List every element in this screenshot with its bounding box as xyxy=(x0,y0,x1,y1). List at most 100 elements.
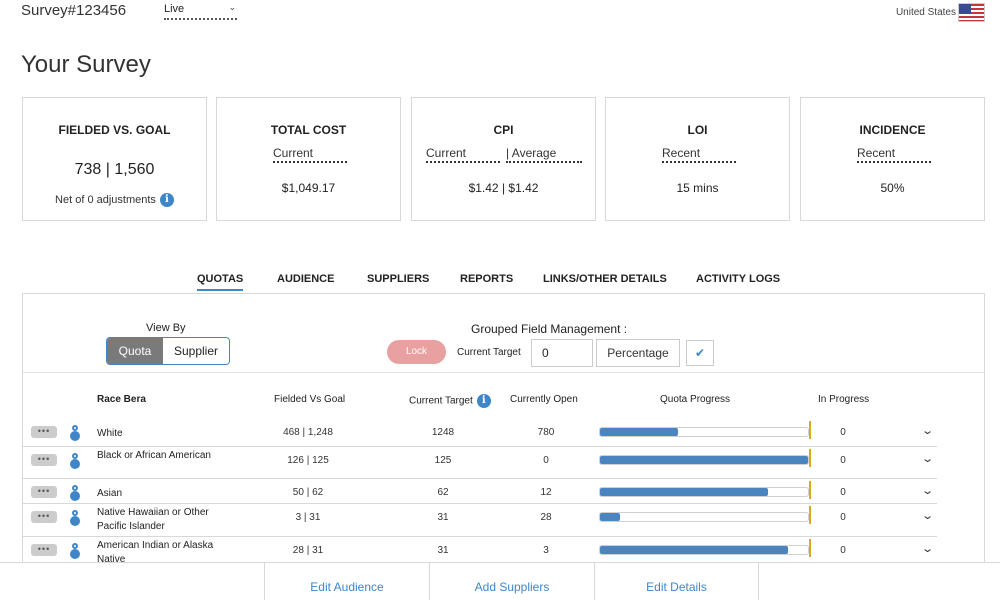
header-currently-open: Currently Open xyxy=(510,394,578,405)
current-target-label: Current Target xyxy=(457,347,521,358)
cpi-current-dropdown[interactable]: Current xyxy=(426,146,500,163)
person-icon[interactable] xyxy=(70,425,80,441)
table-row: ••• Asian 50 | 62 62 12 0 ⌄ xyxy=(23,479,937,504)
chevron-down-icon[interactable]: ⌄ xyxy=(921,543,935,555)
cpi-value: $1.42 | $1.42 xyxy=(468,181,539,195)
header-in-progress: In Progress xyxy=(818,394,870,405)
row-target: 125 xyxy=(434,455,452,466)
row-name: Native Hawaiian or Other Pacific Islande… xyxy=(97,507,209,532)
goal-marker xyxy=(809,481,811,499)
table-row: ••• White 468 | 1,248 1248 780 0 ⌄ xyxy=(23,419,937,447)
page-title: Your Survey xyxy=(21,51,151,78)
row-menu-button[interactable]: ••• xyxy=(31,426,57,438)
fielded-vs-goal-card: FIELDED VS. GOAL 738 | 1,560 Net of 0 ad… xyxy=(22,97,207,221)
card-title: FIELDED VS. GOAL xyxy=(58,123,171,137)
goal-marker xyxy=(809,506,811,524)
check-icon: ✔ xyxy=(694,346,706,360)
goal-marker xyxy=(809,539,811,557)
card-title: TOTAL COST xyxy=(270,123,347,137)
incidence-value: 50% xyxy=(880,181,905,195)
quota-progress-bar xyxy=(599,427,809,437)
view-by-label: View By xyxy=(146,322,186,334)
row-open: 780 xyxy=(537,427,555,438)
chevron-down-icon[interactable]: ⌄ xyxy=(921,510,935,522)
row-open: 3 xyxy=(543,545,549,556)
row-target: 1248 xyxy=(431,427,455,438)
status-dropdown[interactable]: Live ⌄ xyxy=(164,2,237,20)
edit-audience-button[interactable]: Edit Audience xyxy=(264,563,429,600)
quota-progress-fill xyxy=(600,456,808,464)
quotas-panel: View By Quota Supplier Grouped Field Man… xyxy=(22,293,985,600)
edit-details-button[interactable]: Edit Details xyxy=(594,563,759,600)
quota-progress-fill xyxy=(600,428,678,436)
goal-marker xyxy=(809,449,811,467)
grouped-field-management-label: Grouped Field Management : xyxy=(471,322,628,336)
view-by-quota-button[interactable]: Quota xyxy=(107,338,163,364)
lock-button[interactable]: Lock xyxy=(387,340,446,364)
row-menu-button[interactable]: ••• xyxy=(31,486,57,498)
adjustments-text: Net of 0 adjustments xyxy=(55,193,156,206)
row-target: 62 xyxy=(437,487,449,498)
divider xyxy=(23,372,984,373)
header-current-target-text: Current Target xyxy=(409,395,473,407)
us-flag-icon[interactable] xyxy=(958,3,985,22)
view-by-toggle: Quota Supplier xyxy=(106,337,230,365)
footer-action-bar: Edit Audience Add Suppliers Edit Details xyxy=(0,562,1000,600)
row-name: Asian xyxy=(97,488,123,499)
chevron-down-icon[interactable]: ⌄ xyxy=(921,453,935,465)
chevron-down-icon[interactable]: ⌄ xyxy=(921,425,935,437)
person-icon[interactable] xyxy=(70,543,80,559)
tab-reports[interactable]: REPORTS xyxy=(460,273,514,285)
view-by-supplier-button[interactable]: Supplier xyxy=(163,338,229,364)
total-cost-sub-dropdown[interactable]: Current xyxy=(273,146,347,163)
country-label: United States xyxy=(895,7,956,18)
cpi-average-dropdown[interactable]: | Average xyxy=(506,146,582,163)
row-open: 0 xyxy=(543,455,549,466)
incidence-sub-dropdown[interactable]: Recent xyxy=(857,146,931,163)
card-title: CPI xyxy=(493,123,514,137)
row-name: White xyxy=(97,428,123,439)
apply-button[interactable]: ✔ xyxy=(686,340,714,366)
tab-quotas[interactable]: QUOTAS xyxy=(197,273,244,291)
row-open: 12 xyxy=(540,487,552,498)
header-fielded-vs-goal: Fielded Vs Goal xyxy=(274,394,346,405)
info-icon[interactable]: i xyxy=(159,193,174,207)
row-target: 31 xyxy=(437,512,449,523)
add-suppliers-button[interactable]: Add Suppliers xyxy=(429,563,594,600)
incidence-card: INCIDENCE Recent 50% xyxy=(800,97,985,221)
row-menu-button[interactable]: ••• xyxy=(31,511,57,523)
current-target-input[interactable]: 0 xyxy=(531,339,593,367)
card-title: LOI xyxy=(687,123,708,137)
loi-sub-dropdown[interactable]: Recent xyxy=(662,146,736,163)
quota-progress-bar xyxy=(599,545,809,555)
row-menu-button[interactable]: ••• xyxy=(31,544,57,556)
tab-audience[interactable]: AUDIENCE xyxy=(277,273,335,285)
person-icon[interactable] xyxy=(70,485,80,501)
info-icon[interactable]: i xyxy=(476,394,491,408)
quota-progress-fill xyxy=(600,488,768,496)
quota-progress-fill xyxy=(600,546,788,554)
row-in-progress: 0 xyxy=(840,487,846,498)
row-name: Black or African American xyxy=(97,450,211,461)
goal-marker xyxy=(809,421,811,439)
cpi-card: CPI Current | Average $1.42 | $1.42 xyxy=(411,97,596,221)
row-in-progress: 0 xyxy=(840,455,846,466)
header-current-target: Current Target i xyxy=(409,394,491,408)
chevron-down-icon[interactable]: ⌄ xyxy=(921,485,935,497)
person-icon[interactable] xyxy=(70,510,80,526)
status-value: Live xyxy=(164,3,185,15)
quota-progress-bar xyxy=(599,512,809,522)
header-quota-progress: Quota Progress xyxy=(660,394,731,405)
person-icon[interactable] xyxy=(70,453,80,469)
tab-links-other-details[interactable]: LINKS/OTHER DETAILS xyxy=(543,273,667,285)
row-target: 31 xyxy=(437,545,449,556)
loi-card: LOI Recent 15 mins xyxy=(605,97,790,221)
row-menu-button[interactable]: ••• xyxy=(31,454,57,466)
tab-suppliers[interactable]: SUPPLIERS xyxy=(367,273,430,285)
row-in-progress: 0 xyxy=(840,545,846,556)
row-name: American Indian or Alaska Native xyxy=(97,540,214,565)
quota-progress-fill xyxy=(600,513,621,521)
tab-activity-logs[interactable]: ACTIVITY LOGS xyxy=(696,273,781,285)
mode-select[interactable]: Percentage xyxy=(596,339,680,367)
fielded-value: 738 | 1,560 xyxy=(74,161,155,178)
